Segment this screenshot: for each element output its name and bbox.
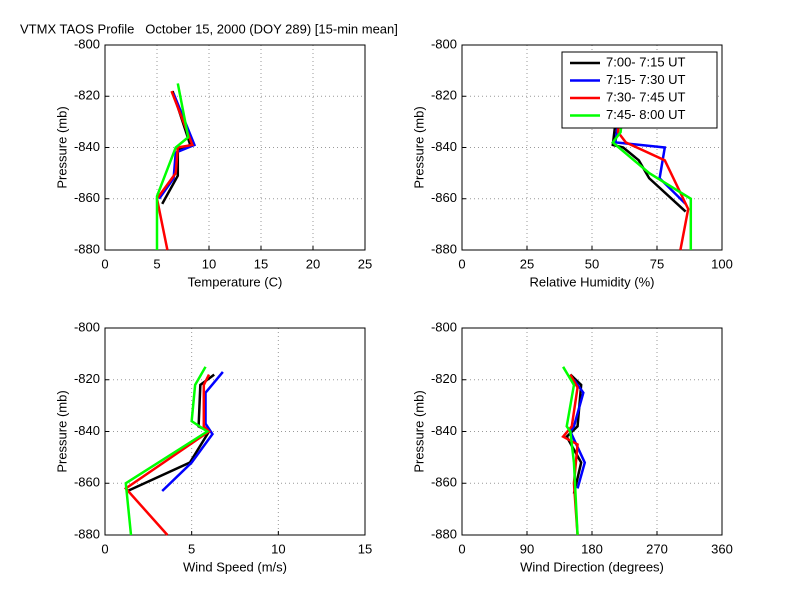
y-tick-label: -800 (74, 319, 100, 334)
x-tick-label: 90 (520, 541, 534, 556)
series-line (161, 371, 224, 492)
series-line (565, 373, 583, 494)
series-line (611, 101, 687, 213)
x-tick-label: 75 (650, 256, 664, 271)
y-tick-label: -800 (431, 36, 457, 51)
x-tick-label: 10 (271, 541, 285, 556)
axes-frame (461, 44, 723, 251)
x-tick-label: 25 (358, 256, 372, 271)
legend-label: 7:45- 8:00 UT (606, 107, 686, 122)
x-tick-label: 0 (458, 541, 465, 556)
y-tick-label: -880 (74, 241, 100, 256)
x-tick-label: 5 (188, 541, 195, 556)
figure-title: VTMX TAOS Profile October 15, 2000 (DOY … (20, 21, 398, 36)
series-line (568, 379, 587, 489)
x-tick-label: 15 (254, 256, 268, 271)
y-tick-label: -860 (431, 190, 457, 205)
y-tick-label: -880 (431, 241, 457, 256)
x-tick-label: 0 (101, 541, 108, 556)
legend-label: 7:00- 7:15 UT (606, 54, 686, 69)
axes-frame (104, 44, 366, 251)
x-tick-label: 100 (711, 256, 733, 271)
y-tick-label: -840 (74, 423, 100, 438)
y-tick-label: -820 (431, 88, 457, 103)
x-axis-label: Temperature (C) (188, 274, 283, 289)
axes-frame (461, 327, 723, 536)
y-tick-label: -800 (431, 319, 457, 334)
y-tick-label: -800 (74, 36, 100, 51)
x-axis-label: Wind Direction (degrees) (520, 559, 664, 574)
x-tick-label: 20 (306, 256, 320, 271)
legend-label: 7:30- 7:45 UT (606, 89, 686, 104)
series-line (562, 366, 579, 536)
y-tick-label: -860 (74, 475, 100, 490)
y-axis-label: Pressure (mb) (54, 390, 69, 472)
y-tick-label: -820 (74, 88, 100, 103)
y-axis-label: Pressure (mb) (54, 106, 69, 188)
y-tick-label: -820 (74, 371, 100, 386)
y-tick-label: -840 (431, 139, 457, 154)
y-tick-label: -880 (431, 526, 457, 541)
axes-frame (104, 327, 366, 536)
series-line (155, 83, 190, 250)
x-tick-label: 270 (646, 541, 668, 556)
legend-label: 7:15- 7:30 UT (606, 72, 686, 87)
x-tick-label: 0 (458, 256, 465, 271)
x-tick-label: 10 (202, 256, 216, 271)
y-tick-label: -860 (431, 475, 457, 490)
x-tick-label: 50 (585, 256, 599, 271)
series-line (124, 366, 210, 536)
y-tick-label: -840 (431, 423, 457, 438)
y-tick-label: -860 (74, 190, 100, 205)
x-tick-label: 25 (520, 256, 534, 271)
x-axis-label: Relative Humidity (%) (530, 274, 655, 289)
x-tick-label: 180 (581, 541, 603, 556)
y-tick-label: -840 (74, 139, 100, 154)
y-tick-label: -820 (431, 371, 457, 386)
x-tick-label: 0 (101, 256, 108, 271)
x-tick-label: 5 (153, 256, 160, 271)
y-tick-label: -880 (74, 526, 100, 541)
y-axis-label: Pressure (mb) (411, 390, 426, 472)
x-tick-label: 360 (711, 541, 733, 556)
x-tick-label: 15 (358, 541, 372, 556)
series-line (123, 374, 211, 536)
x-axis-label: Wind Speed (m/s) (183, 559, 287, 574)
y-axis-label: Pressure (mb) (411, 106, 426, 188)
